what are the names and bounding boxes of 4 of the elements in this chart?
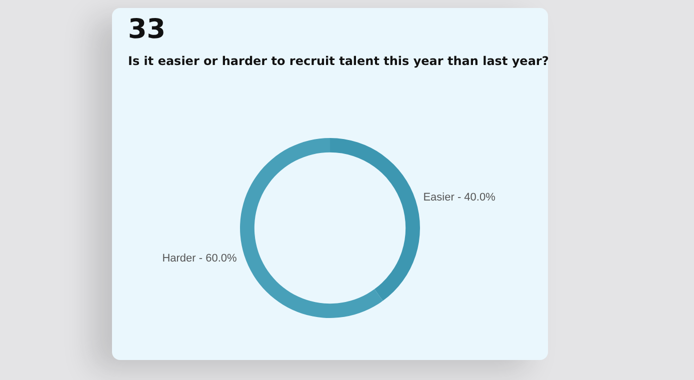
text: 33: [128, 14, 166, 45]
slice-label: Easier - 40.0%: [423, 192, 496, 204]
slice-label: Harder - 60.0%: [162, 252, 238, 264]
chart-title: Is it easier or harder to recruit talent this year than last year?: [128, 54, 549, 68]
